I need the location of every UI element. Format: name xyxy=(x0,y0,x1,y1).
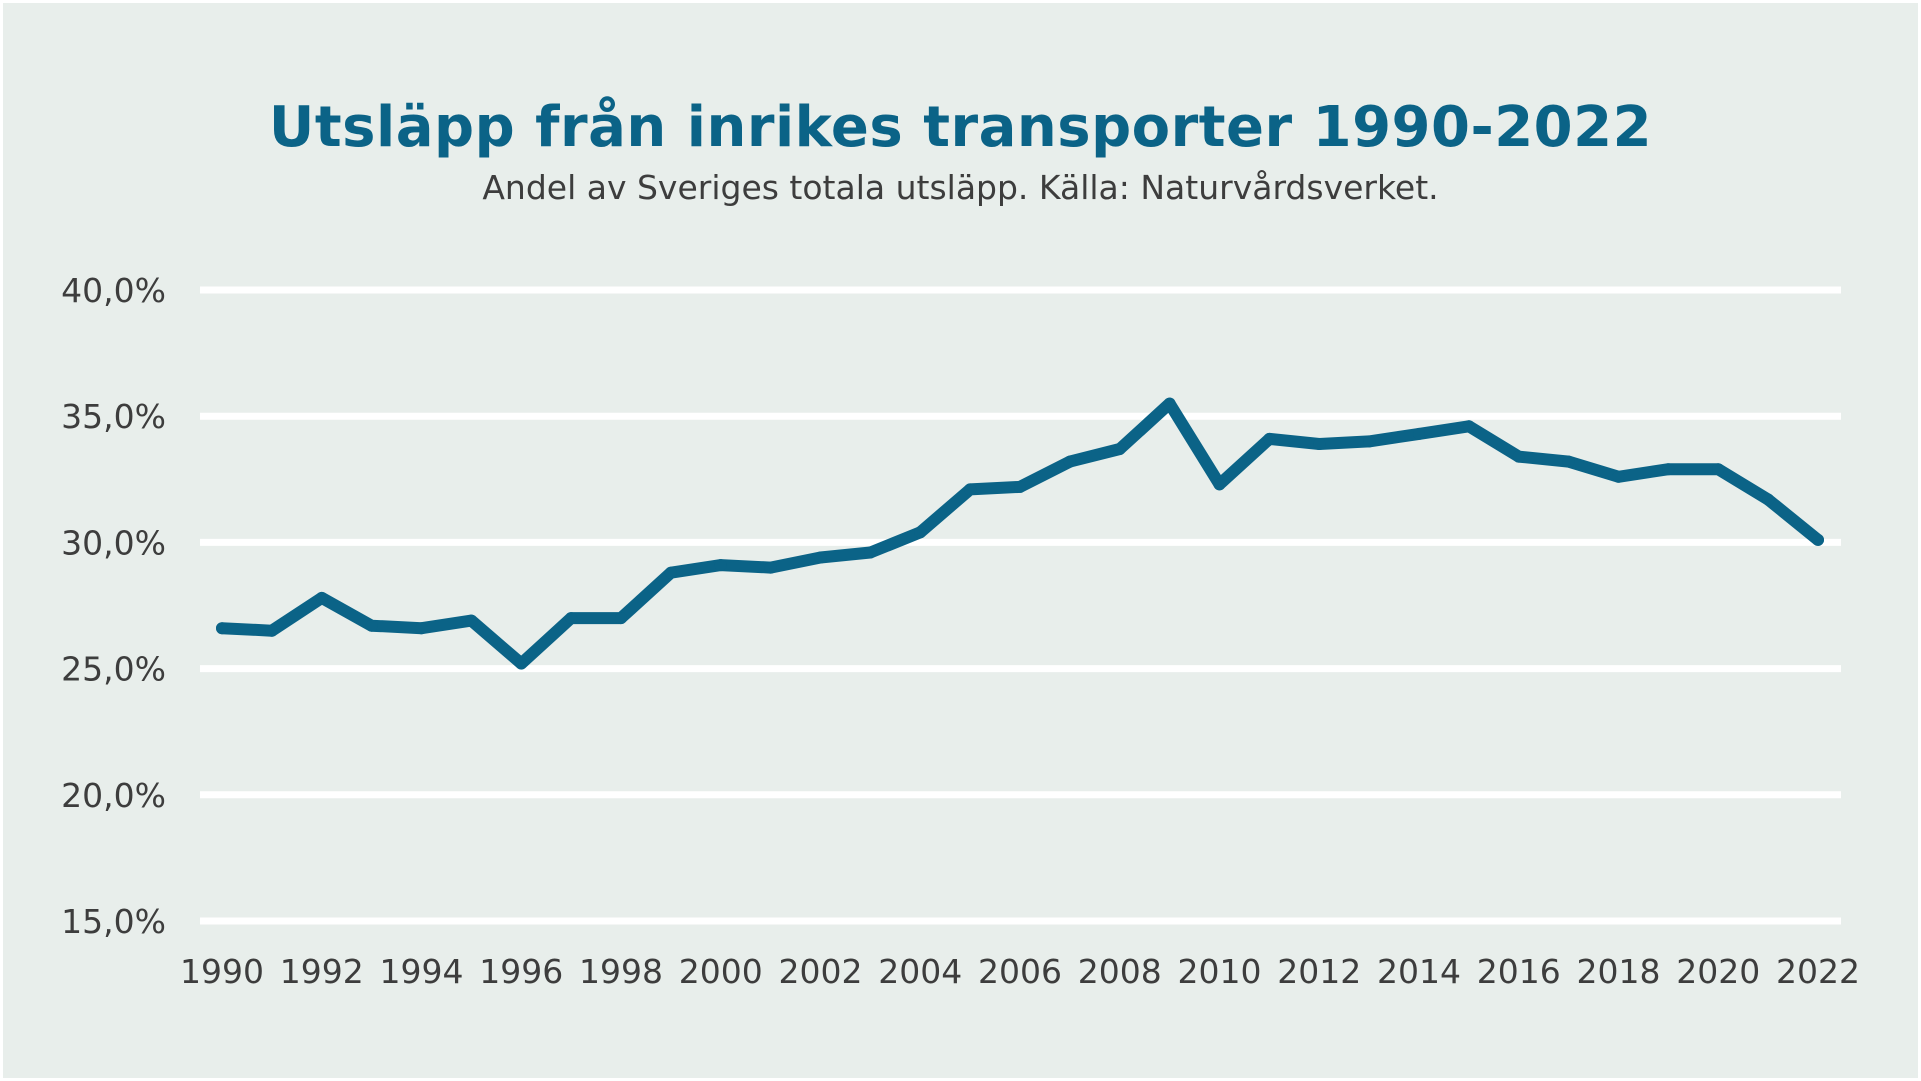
data-point xyxy=(1163,397,1176,410)
data-point xyxy=(1512,450,1525,463)
x-tick-label: 2006 xyxy=(978,952,1062,991)
data-point xyxy=(1562,455,1575,468)
data-point xyxy=(1612,470,1625,483)
y-tick-label: 35,0% xyxy=(61,397,166,436)
data-point xyxy=(864,546,877,559)
data-point xyxy=(565,612,578,625)
x-tick-label: 2002 xyxy=(779,952,863,991)
x-tick-label: 2020 xyxy=(1676,952,1760,991)
data-point xyxy=(1712,463,1725,476)
y-tick-label: 20,0% xyxy=(61,776,166,815)
y-tick-label: 30,0% xyxy=(61,523,166,562)
chart-title: Utsläpp från inrikes transporter 1990-20… xyxy=(268,95,1653,160)
x-tick-label: 2012 xyxy=(1277,952,1361,991)
x-tick-label: 2010 xyxy=(1178,952,1262,991)
data-point xyxy=(615,612,627,625)
x-tick-label: 1990 xyxy=(180,952,264,991)
x-tick-label: 1992 xyxy=(280,952,364,991)
series-line-path xyxy=(216,397,1824,670)
data-point xyxy=(964,483,977,496)
data-point xyxy=(415,622,428,635)
data-point xyxy=(265,624,278,637)
x-tick-label: 2000 xyxy=(679,952,763,991)
data-point xyxy=(1662,463,1675,476)
gridlines xyxy=(200,286,1841,925)
y-axis-tick-labels: 15,0% 20,0% 25,0% 30,0% 35,0% 40,0% xyxy=(61,271,166,941)
x-tick-label: 1998 xyxy=(579,952,663,991)
data-point xyxy=(814,551,827,564)
y-tick-label: 40,0% xyxy=(61,271,166,310)
data-point xyxy=(216,622,228,635)
data-point xyxy=(365,619,378,632)
data-point xyxy=(664,566,677,579)
data-point xyxy=(515,657,528,670)
data-point xyxy=(1213,478,1226,491)
x-tick-label: 2016 xyxy=(1477,952,1561,991)
chart-subtitle: Andel av Sveriges totala utsläpp. Källa:… xyxy=(482,168,1439,207)
data-point xyxy=(465,614,478,627)
x-tick-label: 2022 xyxy=(1776,952,1860,991)
data-point xyxy=(764,561,777,574)
data-point xyxy=(1812,533,1824,546)
data-point xyxy=(1462,420,1475,433)
x-tick-label: 2018 xyxy=(1577,952,1661,991)
x-tick-label: 1994 xyxy=(380,952,464,991)
series-line xyxy=(216,397,1824,670)
data-point xyxy=(1063,455,1076,468)
x-axis-tick-labels: 1990 1992 1994 1996 1998 2000 2002 2004 2006 2008… xyxy=(180,952,1860,991)
data-point xyxy=(1263,432,1276,445)
y-tick-label: 15,0% xyxy=(61,902,166,941)
data-point xyxy=(1113,443,1126,456)
x-tick-label: 1996 xyxy=(479,952,563,991)
data-point xyxy=(1313,437,1326,450)
data-point xyxy=(1762,493,1775,506)
x-tick-label: 2004 xyxy=(878,952,962,991)
data-points xyxy=(216,397,1824,670)
data-point xyxy=(914,526,927,539)
data-point xyxy=(315,591,328,604)
data-point xyxy=(1014,480,1026,493)
data-point xyxy=(1363,435,1376,448)
x-tick-label: 2014 xyxy=(1377,952,1461,991)
data-point xyxy=(1413,427,1425,440)
x-tick-label: 2008 xyxy=(1078,952,1162,991)
y-tick-label: 25,0% xyxy=(61,650,166,689)
data-point xyxy=(714,559,727,572)
